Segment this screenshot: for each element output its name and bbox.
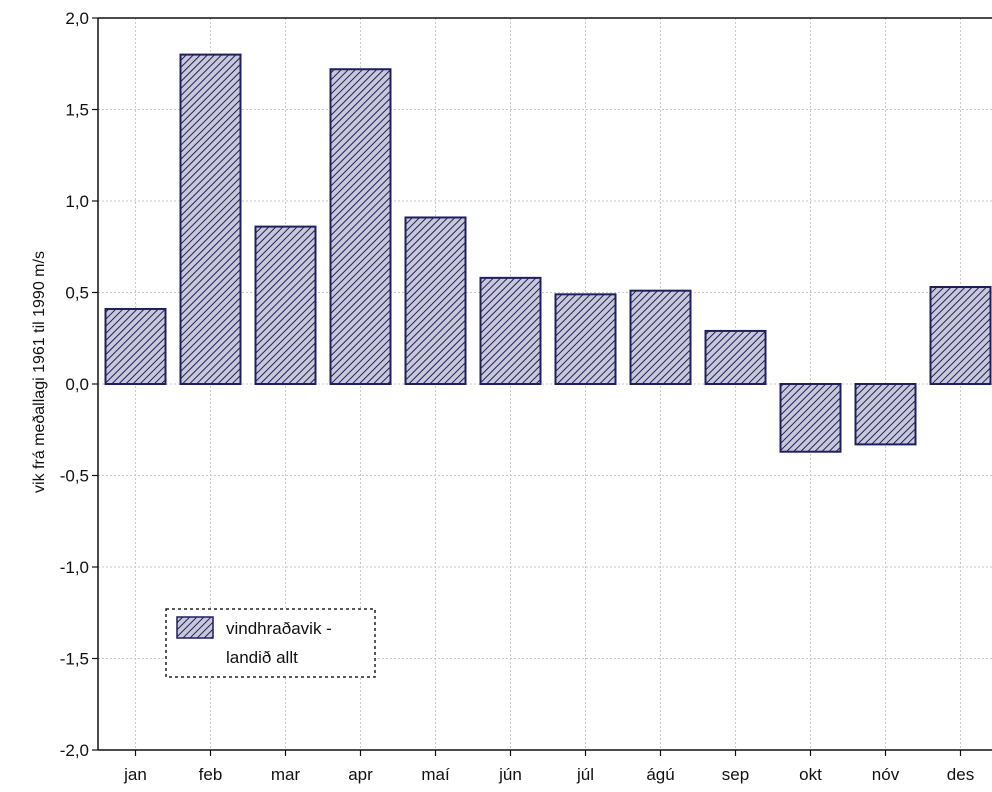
y-tick-label: -1,5 xyxy=(60,650,89,669)
y-tick-label: 1,5 xyxy=(65,101,89,120)
x-tick-label-jan: jan xyxy=(123,765,147,784)
y-tick-label: 2,0 xyxy=(65,9,89,28)
y-tick-label: 1,0 xyxy=(65,192,89,211)
y-tick-label: 0,0 xyxy=(65,375,89,394)
x-tick-label-jún: jún xyxy=(498,765,522,784)
legend-swatch xyxy=(176,616,214,639)
bar-ágú xyxy=(629,289,692,386)
x-tick-label-nóv: nóv xyxy=(872,765,900,784)
x-tick-label-sep: sep xyxy=(722,765,749,784)
bar-okt xyxy=(779,383,842,453)
bar-feb xyxy=(179,53,242,385)
x-tick-label-okt: okt xyxy=(799,765,822,784)
bar-sep xyxy=(704,329,767,385)
x-tick-label-des: des xyxy=(947,765,974,784)
bar-júl xyxy=(554,293,617,385)
axes xyxy=(92,17,992,756)
x-tick-label-júl: júl xyxy=(576,765,594,784)
x-tick-label-apr: apr xyxy=(348,765,373,784)
legend: vindhraðavik - landið allt xyxy=(165,608,376,678)
bar-des xyxy=(929,286,992,386)
y-tick-label: -2,0 xyxy=(60,741,89,760)
y-tick-label: 0,5 xyxy=(65,284,89,303)
bar-mar xyxy=(254,225,317,385)
bar-nóv xyxy=(854,383,917,446)
x-tick-label-mar: mar xyxy=(271,765,301,784)
x-tick-labels: jan feb mar apr maí jún júl ágú sep okt nóv des xyxy=(123,765,974,784)
x-tick-label-ágú: ágú xyxy=(646,765,674,784)
y-tick-labels: 2,0 1,5 1,0 0,5 0,0 -0,5 -1,0 -1,5 -2,0 xyxy=(60,9,89,760)
legend-label-line-2: landið allt xyxy=(226,648,298,667)
legend-label-line-1: vindhraðavik - xyxy=(226,619,332,638)
y-tick-label: -0,5 xyxy=(60,467,89,486)
bars xyxy=(104,53,992,453)
bar-apr xyxy=(329,68,392,386)
x-tick-label-maí: maí xyxy=(421,765,450,784)
y-tick-label: -1,0 xyxy=(60,558,89,577)
bar-maí xyxy=(404,216,467,385)
y-axis-title: vik frá meðallagi 1961 til 1990 m/s xyxy=(31,251,48,493)
x-tick-label-feb: feb xyxy=(199,765,223,784)
bar-jan xyxy=(104,307,167,385)
bar-jún xyxy=(479,276,542,385)
